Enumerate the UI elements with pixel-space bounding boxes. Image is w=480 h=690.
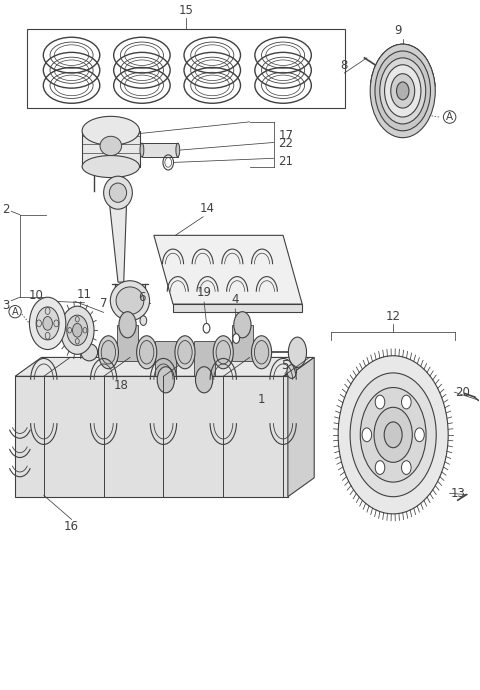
Circle shape [350, 373, 436, 497]
Ellipse shape [216, 341, 230, 364]
Circle shape [36, 307, 59, 340]
Circle shape [362, 428, 372, 442]
Text: 19: 19 [197, 286, 212, 299]
Text: 4: 4 [231, 293, 239, 306]
Text: 17: 17 [278, 129, 293, 142]
Text: 6: 6 [138, 291, 145, 304]
Circle shape [391, 74, 415, 108]
Ellipse shape [140, 143, 144, 157]
Bar [82, 131, 140, 166]
Ellipse shape [140, 341, 154, 364]
Circle shape [203, 324, 210, 333]
Circle shape [396, 82, 409, 100]
Circle shape [415, 428, 424, 442]
Ellipse shape [82, 155, 140, 177]
Circle shape [29, 297, 66, 350]
Ellipse shape [98, 336, 119, 368]
Text: 12: 12 [385, 310, 401, 324]
Text: 20: 20 [456, 386, 470, 399]
Circle shape [360, 388, 426, 482]
Ellipse shape [234, 312, 251, 338]
Ellipse shape [178, 341, 192, 364]
Bar [117, 325, 138, 360]
Circle shape [287, 364, 297, 378]
Ellipse shape [100, 137, 121, 155]
Polygon shape [173, 304, 302, 313]
Polygon shape [15, 357, 314, 376]
Ellipse shape [175, 336, 195, 368]
Polygon shape [154, 235, 302, 304]
Circle shape [375, 51, 431, 131]
Circle shape [72, 324, 82, 337]
Ellipse shape [137, 336, 157, 368]
Text: 10: 10 [29, 289, 44, 302]
Ellipse shape [110, 281, 150, 321]
Text: A: A [12, 306, 18, 317]
Ellipse shape [119, 312, 136, 338]
Ellipse shape [81, 344, 97, 361]
Ellipse shape [176, 143, 180, 157]
Ellipse shape [101, 341, 116, 364]
Bar [232, 325, 253, 360]
Text: 5: 5 [281, 359, 288, 371]
Text: 1: 1 [258, 393, 265, 406]
Circle shape [370, 44, 435, 138]
Circle shape [60, 306, 94, 355]
Text: 2: 2 [2, 203, 9, 216]
Text: 16: 16 [64, 520, 79, 533]
Circle shape [380, 58, 426, 124]
Ellipse shape [157, 366, 174, 393]
Circle shape [338, 356, 448, 514]
Circle shape [384, 65, 421, 117]
Circle shape [140, 316, 147, 326]
Circle shape [233, 334, 240, 344]
Ellipse shape [195, 366, 213, 393]
Ellipse shape [252, 336, 272, 368]
Circle shape [402, 461, 411, 475]
Text: 7: 7 [100, 297, 108, 310]
Text: 3: 3 [2, 299, 9, 312]
Circle shape [374, 407, 412, 462]
Text: A: A [446, 112, 453, 122]
Text: 15: 15 [179, 4, 193, 17]
Polygon shape [15, 376, 288, 497]
Text: 9: 9 [394, 24, 402, 37]
Text: 21: 21 [278, 155, 293, 168]
Bar [142, 143, 178, 157]
Circle shape [43, 317, 52, 331]
Text: 8: 8 [341, 59, 348, 72]
Circle shape [384, 422, 402, 448]
Polygon shape [288, 357, 314, 497]
Text: 13: 13 [451, 486, 466, 500]
Ellipse shape [254, 341, 269, 364]
Ellipse shape [109, 183, 127, 202]
Ellipse shape [213, 336, 233, 368]
Polygon shape [109, 202, 127, 282]
Bar [193, 342, 215, 377]
Bar [27, 29, 345, 108]
Bar [156, 342, 176, 377]
Text: 22: 22 [278, 137, 293, 150]
Circle shape [375, 461, 385, 475]
Text: 14: 14 [199, 201, 215, 215]
Text: 18: 18 [114, 380, 129, 392]
Ellipse shape [104, 176, 132, 209]
Text: 11: 11 [77, 288, 92, 301]
Circle shape [402, 395, 411, 409]
Circle shape [375, 395, 385, 409]
Ellipse shape [288, 337, 307, 367]
Ellipse shape [82, 117, 140, 145]
Circle shape [67, 315, 88, 346]
Ellipse shape [116, 287, 144, 315]
